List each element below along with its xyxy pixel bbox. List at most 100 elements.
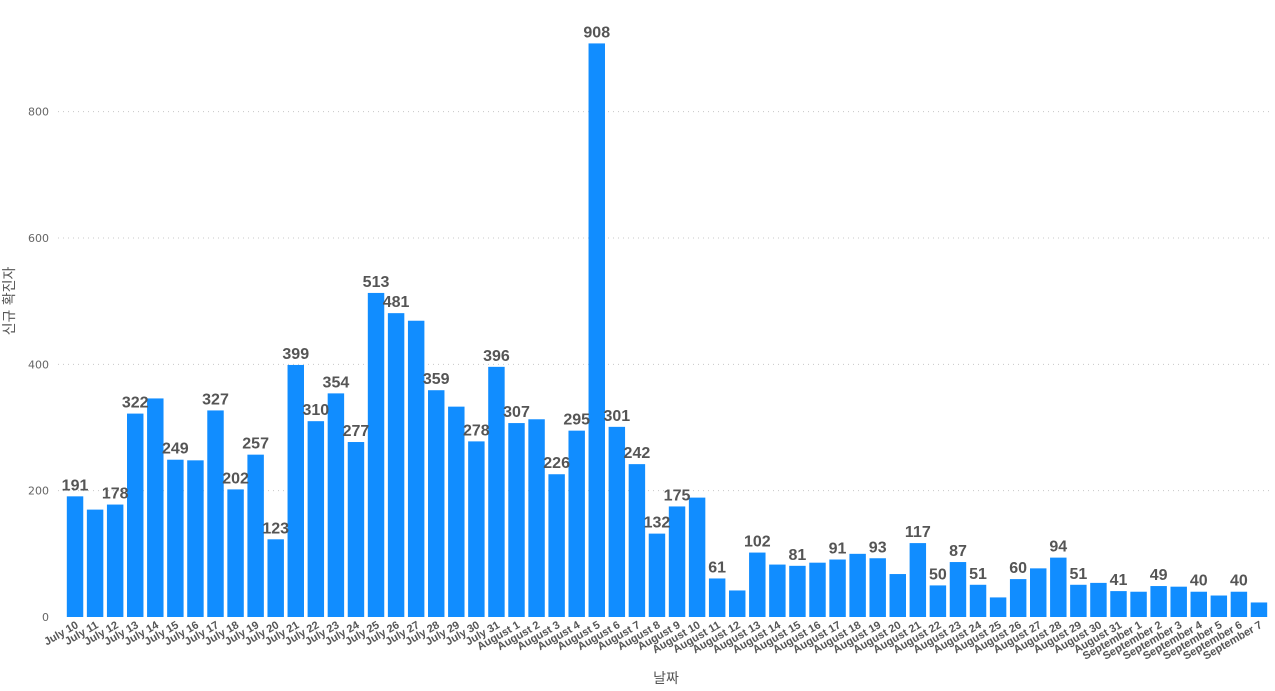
bar[interactable] [468, 441, 485, 617]
data-label: 242 [624, 445, 651, 462]
data-label: 117 [905, 524, 931, 541]
data-label: 40 [1190, 573, 1208, 590]
bar[interactable] [267, 539, 284, 617]
bar[interactable] [227, 489, 244, 617]
data-label: 278 [463, 422, 490, 439]
bar[interactable] [287, 364, 304, 617]
bar[interactable] [307, 421, 325, 617]
data-label: 178 [102, 486, 129, 503]
bar[interactable] [247, 454, 264, 617]
bar[interactable] [407, 320, 425, 617]
gridlines [58, 111, 1270, 492]
bar[interactable] [869, 558, 886, 617]
data-label: 51 [969, 566, 987, 583]
data-label: 40 [1230, 573, 1248, 590]
y-tick-label: 0 [42, 611, 49, 624]
x-axis-title: 날짜 [653, 671, 679, 687]
y-tick-label: 800 [28, 106, 49, 119]
bar[interactable] [1090, 582, 1107, 617]
bar[interactable] [207, 410, 224, 617]
bar[interactable] [829, 559, 846, 617]
bars [66, 43, 1268, 618]
bar[interactable] [1009, 579, 1027, 617]
data-label: 277 [343, 423, 370, 440]
data-label: 399 [282, 346, 309, 363]
bar[interactable] [1050, 557, 1067, 617]
data-label: 91 [829, 541, 847, 558]
bar[interactable] [1210, 595, 1228, 617]
data-label: 123 [262, 520, 289, 537]
bar[interactable] [668, 506, 686, 617]
bar[interactable] [889, 574, 906, 617]
bar[interactable] [648, 533, 666, 617]
bar[interactable] [86, 509, 104, 617]
bar[interactable] [147, 398, 164, 617]
bar[interactable] [809, 562, 826, 617]
data-label: 249 [162, 441, 189, 458]
bar[interactable] [729, 590, 746, 617]
bar[interactable] [508, 423, 525, 617]
bar[interactable] [708, 578, 726, 617]
bar[interactable] [929, 585, 947, 617]
bar[interactable] [568, 430, 585, 617]
bar[interactable] [347, 442, 365, 617]
bar[interactable] [1130, 591, 1147, 617]
bar[interactable] [1190, 591, 1207, 617]
data-label: 513 [363, 274, 390, 291]
data-label: 295 [563, 412, 590, 429]
bar[interactable] [588, 43, 605, 618]
bar[interactable] [989, 597, 1007, 617]
bar[interactable] [969, 584, 987, 617]
data-label: 908 [583, 24, 610, 41]
data-label: 301 [603, 408, 630, 425]
bar[interactable] [327, 393, 345, 617]
bar[interactable] [608, 426, 626, 617]
bar[interactable] [66, 496, 84, 617]
bar[interactable] [167, 459, 184, 617]
bar[interactable] [1110, 591, 1127, 617]
data-label: 307 [503, 404, 530, 421]
data-label: 202 [222, 470, 249, 487]
bar[interactable] [448, 406, 465, 617]
bar[interactable] [428, 390, 445, 617]
bar[interactable] [1230, 591, 1248, 617]
bar[interactable] [127, 413, 144, 617]
bar[interactable] [187, 460, 204, 617]
data-label: 354 [323, 374, 350, 391]
bar[interactable] [909, 543, 927, 617]
bar[interactable] [387, 313, 405, 617]
y-tick-label: 400 [28, 358, 49, 371]
bar[interactable] [849, 553, 866, 617]
data-label: 359 [423, 371, 450, 388]
bar[interactable] [548, 474, 565, 617]
bar[interactable] [949, 562, 967, 617]
data-label: 51 [1069, 566, 1087, 583]
bar[interactable] [769, 564, 786, 617]
data-label: 175 [664, 487, 691, 504]
data-label: 50 [929, 566, 947, 583]
bar[interactable] [528, 419, 545, 617]
bar[interactable] [1070, 584, 1087, 617]
bar[interactable] [1150, 586, 1167, 617]
bar[interactable] [628, 464, 646, 617]
bar[interactable] [688, 497, 706, 617]
bar[interactable] [488, 366, 505, 617]
data-label: 327 [202, 391, 229, 408]
bar[interactable] [106, 504, 124, 617]
y-axis-title: 신규 확진자 [2, 266, 18, 335]
bar[interactable] [749, 552, 766, 617]
bar[interactable] [1030, 568, 1047, 617]
data-label: 41 [1110, 572, 1128, 589]
bar[interactable] [789, 565, 806, 617]
bar[interactable] [1250, 602, 1268, 617]
data-label: 396 [483, 348, 510, 365]
bar[interactable] [367, 292, 385, 617]
y-tick-label: 200 [28, 485, 49, 498]
data-label: 81 [789, 547, 807, 564]
data-label: 49 [1150, 567, 1168, 584]
data-label: 94 [1049, 539, 1067, 556]
y-axis-ticks: 0 200 400 600 800 [28, 106, 49, 624]
bar[interactable] [1170, 586, 1187, 617]
